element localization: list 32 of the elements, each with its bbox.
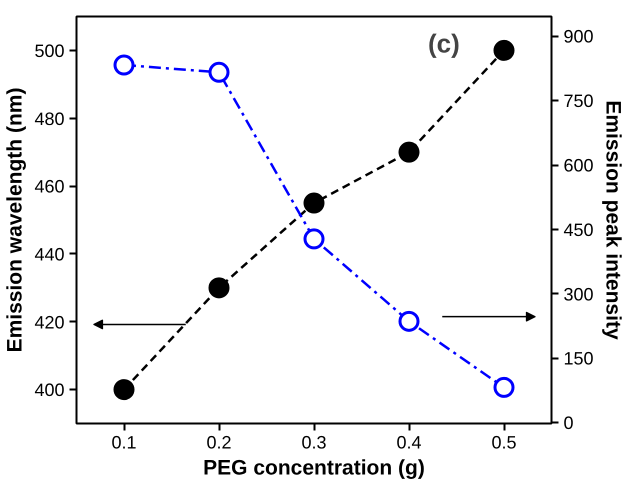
point [208,277,230,298]
y2-tick-label: 450 [564,220,594,240]
y-tick-label: 420 [34,312,65,332]
point [114,379,134,400]
y2-axis-title: Emission peak intensity [602,100,625,340]
point [304,192,324,214]
point [304,228,324,250]
point [398,142,420,163]
point [208,62,230,83]
y-tick-label: 500 [34,40,65,61]
point [494,376,514,398]
annotation: (c) [428,28,460,59]
y2-tick-label: 750 [564,91,594,112]
y2-tick-label: 900 [564,26,594,47]
y2-tick-label: 150 [564,348,594,369]
y2-tick-label: 300 [564,284,594,304]
y-tick-label: 480 [34,108,65,129]
x-tick-label: 0.3 [301,432,327,452]
x-tick-label: 0.2 [206,432,232,452]
y-tick-label: 460 [34,176,65,197]
x-tick-label: 0.4 [396,432,422,452]
y-tick-label: 440 [34,244,65,264]
point [114,54,134,76]
y2-tick-label: 0 [564,413,574,434]
x-tick-label: 0.1 [111,432,137,452]
x-axis-title: PEG concentration (g) [203,456,425,480]
y-axis-title: Emission wavelength (nm) [3,88,26,352]
point [494,40,514,61]
x-tick-label: 0.5 [491,432,517,452]
point [398,310,420,332]
y-tick-label: 400 [34,380,65,400]
y2-tick-label: 600 [564,156,594,176]
